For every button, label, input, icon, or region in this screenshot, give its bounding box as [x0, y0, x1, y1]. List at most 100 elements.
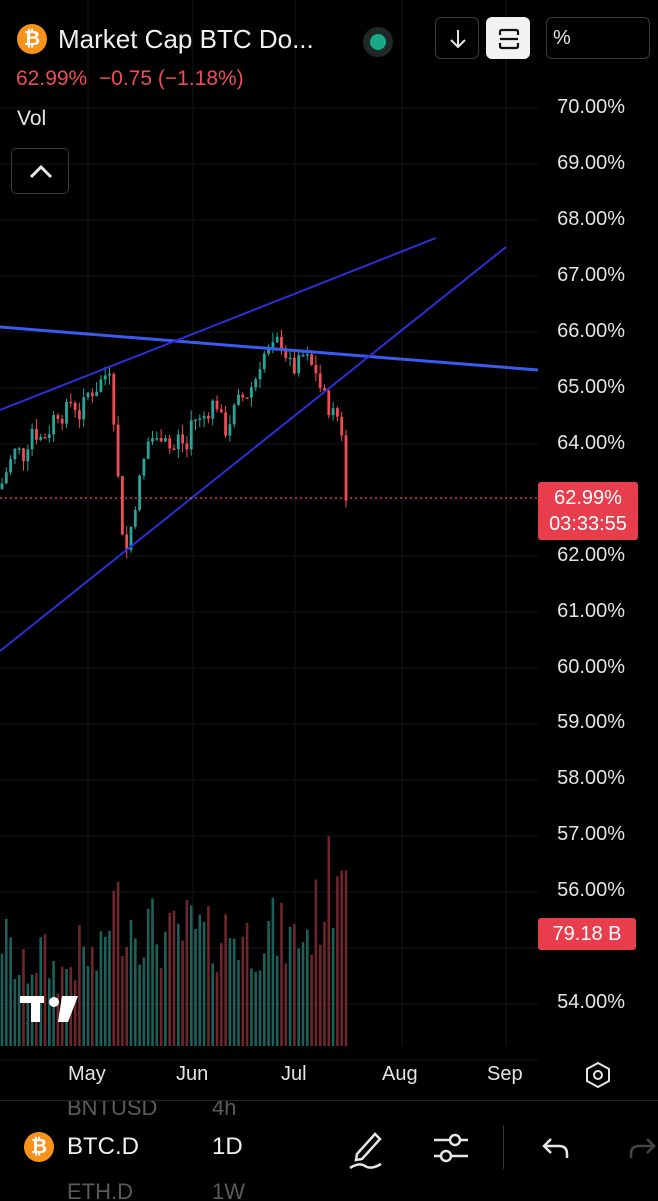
- candle-body: [4, 472, 8, 484]
- candle-body: [82, 397, 86, 420]
- candle-body: [99, 379, 103, 392]
- candle-body: [138, 475, 141, 510]
- candle-body: [151, 438, 154, 442]
- candle-body: [112, 373, 116, 425]
- redo-button[interactable]: [625, 1130, 658, 1166]
- candle-body: [228, 424, 232, 436]
- volume-bar: [185, 900, 189, 1046]
- candle-body: [181, 434, 184, 444]
- volume-bar: [155, 944, 159, 1046]
- candle-body: [176, 434, 180, 450]
- watermark-logo: [20, 996, 78, 1022]
- candle-body: [275, 336, 279, 343]
- drawing-tool-button[interactable]: [345, 1124, 387, 1172]
- candle-body: [241, 394, 245, 398]
- volume-indicator-label[interactable]: Vol: [17, 107, 47, 130]
- time-axis-label: Jun: [176, 1063, 209, 1085]
- candle-body: [211, 400, 215, 419]
- volume-bar: [142, 957, 146, 1046]
- indicators-button[interactable]: [430, 1127, 472, 1169]
- price-axis-label: 58.00%: [557, 767, 625, 789]
- candle-body: [293, 357, 296, 374]
- candle-body: [232, 404, 236, 425]
- volume-bar: [82, 946, 85, 1046]
- volume-bar: [323, 921, 326, 1046]
- candle-body: [301, 355, 305, 357]
- candle-body: [56, 415, 60, 419]
- price-axis-label: 60.00%: [557, 656, 625, 678]
- volume-bar: [189, 905, 193, 1046]
- volume-bar: [164, 931, 167, 1046]
- volume-bar: [284, 963, 288, 1046]
- download-button[interactable]: [435, 17, 479, 59]
- candle-body: [69, 401, 73, 404]
- pencil-icon: [349, 1132, 382, 1170]
- volume-bar: [310, 954, 313, 1046]
- fullscreen-button[interactable]: [486, 17, 530, 59]
- price-axis-label: 64.00%: [557, 432, 625, 454]
- candle-body: [22, 448, 25, 462]
- candle-body: [336, 408, 339, 417]
- candle-body: [267, 349, 270, 354]
- volume-bar: [181, 940, 184, 1046]
- candle-body: [314, 364, 318, 374]
- volume-bar: [245, 922, 249, 1046]
- price-chart[interactable]: [0, 0, 658, 1100]
- candle-body: [262, 353, 266, 370]
- candle-body: [43, 436, 47, 439]
- candle-body: [26, 449, 30, 462]
- volume-bar: [86, 966, 90, 1046]
- volume-bar: [103, 936, 107, 1046]
- last-value: 62.99%: [16, 67, 88, 90]
- time-axis-label: Jul: [281, 1063, 307, 1085]
- price-axis-label: 57.00%: [557, 823, 625, 845]
- volume-bar: [138, 964, 141, 1046]
- volume-bar: [250, 968, 253, 1046]
- ghost-symbol-below: ETH.D: [67, 1179, 133, 1201]
- volume-bar: [258, 970, 262, 1046]
- candle-body: [155, 438, 159, 440]
- candle-body: [194, 419, 197, 422]
- toolbar-divider: [503, 1125, 504, 1169]
- volume-bar: [275, 955, 279, 1046]
- volume-bar: [13, 978, 17, 1046]
- price-axis-label: 69.00%: [557, 152, 625, 174]
- candle-body: [189, 420, 193, 450]
- candle-body: [254, 379, 258, 388]
- candle-body: [86, 392, 90, 398]
- candle-body: [47, 434, 51, 438]
- time-axis-label: Aug: [382, 1063, 418, 1085]
- symbol-title[interactable]: Market Cap BTC Do...: [58, 24, 314, 54]
- volume-bar: [280, 902, 283, 1046]
- price-axis-label: 67.00%: [557, 264, 625, 286]
- collapse-legend-button[interactable]: [11, 148, 69, 194]
- candle-body: [284, 348, 288, 359]
- volume-bar: [5, 918, 8, 1046]
- candle-body: [323, 387, 326, 391]
- market-status-icon[interactable]: [363, 27, 393, 57]
- undo-button[interactable]: [537, 1130, 573, 1166]
- chart-settings-button[interactable]: [583, 1060, 613, 1090]
- candle-body: [60, 418, 64, 424]
- candle-body: [30, 428, 34, 450]
- fullscreen-icon: [498, 28, 520, 50]
- candle-body: [9, 459, 12, 473]
- redo-icon: [629, 1138, 656, 1158]
- volume-bar: [39, 937, 42, 1046]
- volume-bar: [91, 946, 94, 1046]
- symbol-selector[interactable]: BTC.D: [67, 1133, 139, 1160]
- volume-bar: [125, 947, 128, 1046]
- volume-bar: [116, 881, 120, 1046]
- quote-line: 62.99% −0.75 (−1.18%): [16, 67, 244, 91]
- interval-selector[interactable]: 1D: [212, 1133, 243, 1160]
- price-axis-label: 70.00%: [557, 96, 625, 118]
- lower-channel-line: [0, 246, 507, 652]
- volume-bar: [241, 936, 245, 1046]
- volume-bar: [108, 931, 111, 1046]
- candle-body: [78, 410, 81, 420]
- candle-body: [129, 526, 133, 550]
- volume-bar: [95, 970, 98, 1046]
- percent-scale-button[interactable]: %: [546, 17, 650, 59]
- candle-body: [35, 428, 38, 440]
- candle-body: [159, 438, 163, 442]
